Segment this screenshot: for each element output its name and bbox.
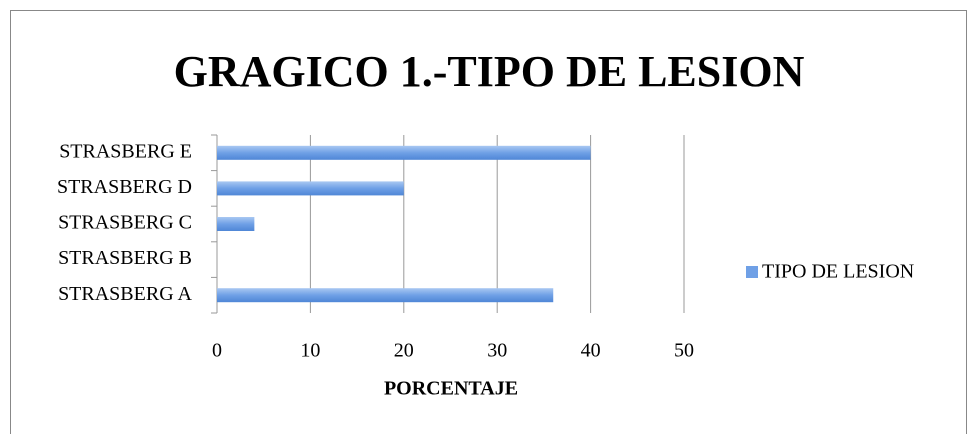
y-tick-label: STRASBERG E [59,140,192,162]
bar [217,145,591,160]
x-tick-label: 30 [487,340,507,362]
y-tick-label: STRASBERG B [58,247,192,269]
y-tick-label: STRASBERG D [57,176,192,198]
bar [217,181,404,196]
x-tick-label: 40 [581,340,601,362]
legend-swatch [746,266,758,278]
bar [217,288,554,303]
x-tick-label: 10 [300,340,320,362]
x-tick-label: 0 [212,340,222,362]
bar [217,217,255,231]
chart-title: GRAGICO 1.-TIPO DE LESION [174,47,805,96]
legend-label: TIPO DE LESION [762,261,914,283]
y-tick-label: STRASBERG C [58,212,192,234]
x-axis-label: PORCENTAJE [384,378,518,400]
y-tick-label: STRASBERG A [58,283,192,305]
x-tick-label: 50 [674,340,694,362]
chart-frame [10,10,967,434]
x-tick-label: 20 [394,340,414,362]
